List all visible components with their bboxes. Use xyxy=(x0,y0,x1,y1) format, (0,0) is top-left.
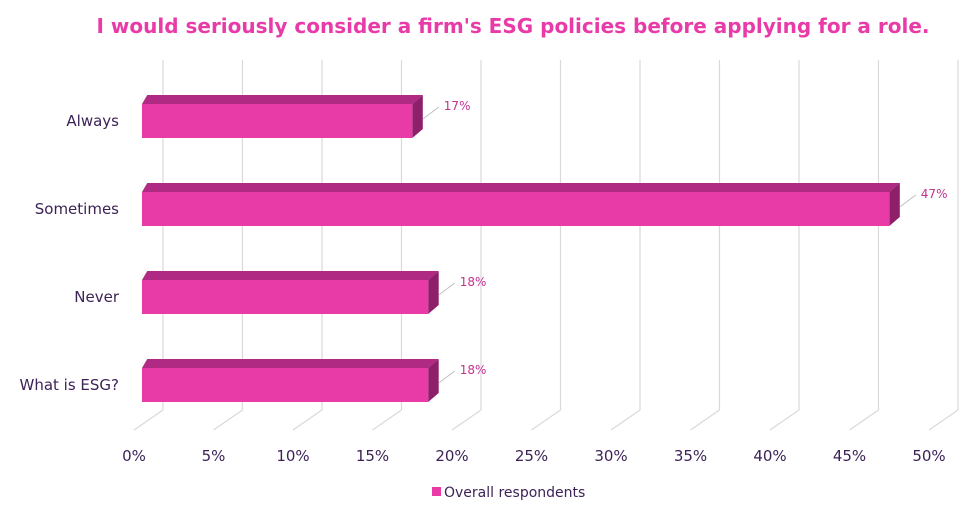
bar-side-face xyxy=(412,95,423,138)
gridline-floor xyxy=(372,409,402,431)
x-tick-label: 40% xyxy=(753,447,786,465)
x-tick-label: 35% xyxy=(674,447,707,465)
legend-label: Overall respondents xyxy=(444,485,585,501)
bar-side-face xyxy=(889,183,900,226)
x-tick-label: 30% xyxy=(594,447,627,465)
bar xyxy=(142,192,890,226)
bar-side-face xyxy=(428,359,439,402)
x-tick-label: 15% xyxy=(356,447,389,465)
gridline-floor xyxy=(610,409,641,431)
data-label-leader xyxy=(438,282,456,296)
gridline-floor xyxy=(531,409,561,431)
category-label: Never xyxy=(74,288,120,306)
bar-top-face xyxy=(142,95,423,104)
gridline-floor xyxy=(849,409,879,431)
gridline-floor xyxy=(928,409,959,431)
x-tick-label: 25% xyxy=(515,447,548,465)
category-label: Always xyxy=(66,112,119,130)
gridline-floor xyxy=(213,409,243,431)
category-label: Sometimes xyxy=(35,200,119,218)
bar-side-face xyxy=(428,271,439,314)
gridline-floor xyxy=(133,409,164,431)
chart-title: I would seriously consider a firm's ESG … xyxy=(96,14,930,38)
x-tick-label: 0% xyxy=(122,447,146,465)
bar xyxy=(142,368,429,402)
x-tick-label: 50% xyxy=(912,447,945,465)
data-label-leader xyxy=(438,370,456,384)
data-label-leader xyxy=(899,194,917,208)
x-tick-label: 5% xyxy=(202,447,226,465)
bar xyxy=(142,280,429,314)
x-tick-label: 20% xyxy=(435,447,468,465)
data-label: 18% xyxy=(460,363,487,377)
gridline-floor xyxy=(769,409,800,431)
gridline-floor xyxy=(451,409,482,431)
bar-top-face xyxy=(142,183,900,192)
data-label-leader xyxy=(422,106,440,120)
data-label: 18% xyxy=(460,275,487,289)
x-tick-label: 10% xyxy=(276,447,309,465)
x-tick-label: 45% xyxy=(833,447,866,465)
data-label: 17% xyxy=(444,99,471,113)
legend-swatch xyxy=(432,487,441,496)
category-label: What is ESG? xyxy=(19,376,119,394)
data-label: 47% xyxy=(921,187,948,201)
gridline-floor xyxy=(690,409,720,431)
gridline-floor xyxy=(292,409,323,431)
bar-top-face xyxy=(142,271,439,280)
bar-top-face xyxy=(142,359,439,368)
bar xyxy=(142,104,413,138)
